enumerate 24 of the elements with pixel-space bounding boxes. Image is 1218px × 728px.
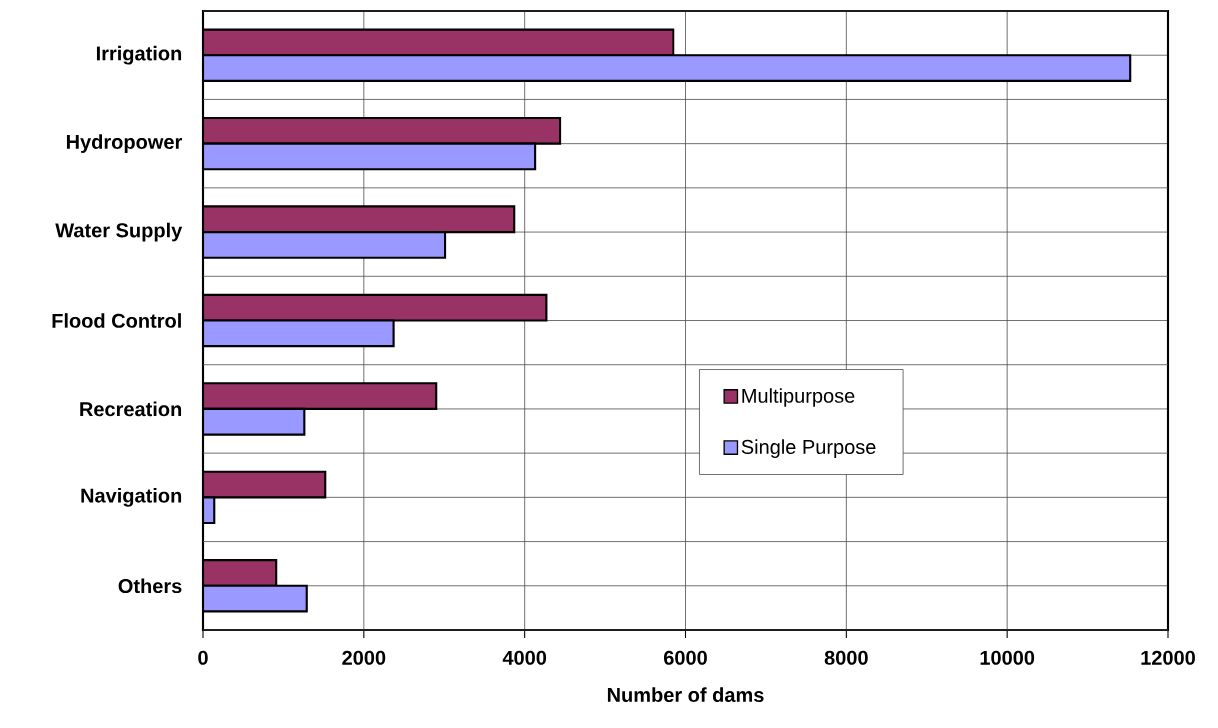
y-tick-label: Navigation	[81, 487, 182, 507]
bar	[203, 382, 438, 410]
y-tick-label: Irrigation	[96, 45, 182, 65]
x-axis-title: Number of dams	[607, 687, 764, 703]
x-tick-label: 12000	[1141, 650, 1195, 665]
bar	[203, 231, 447, 259]
x-tick-label: 6000	[663, 650, 707, 665]
y-tick-label: Flood Control	[52, 313, 181, 328]
x-tick-label: 2000	[342, 650, 386, 665]
x-tick-label: 0	[198, 650, 208, 665]
x-tick-label: 10000	[980, 650, 1035, 665]
legend-label: Single Purpose	[741, 439, 876, 458]
bar	[203, 116, 562, 145]
y-tick-label: Others	[118, 578, 182, 594]
y-tick-label: Water Supply	[55, 222, 183, 242]
bar	[203, 54, 1132, 82]
x-tick-label: 4000	[502, 650, 547, 665]
legend-label: Multipurpose	[742, 388, 855, 407]
x-tick-label: 8000	[824, 650, 868, 665]
bar	[203, 205, 516, 234]
y-tick-label: Recreation	[80, 401, 182, 417]
bar	[203, 407, 306, 436]
y-tick-label: Hydropower	[66, 134, 182, 153]
bar	[203, 559, 278, 587]
